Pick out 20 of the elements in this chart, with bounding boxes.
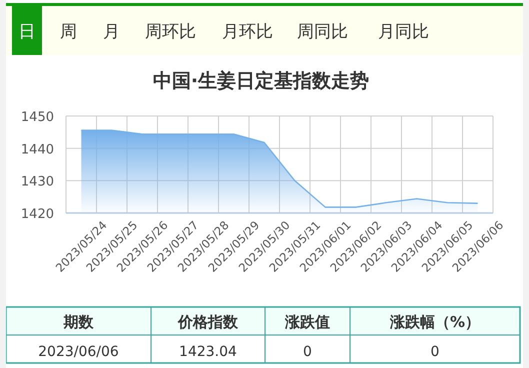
text: 1423.04 [179,344,238,360]
text: 0 [430,344,440,360]
y-tick-label: 1430 [20,174,54,190]
text: 涨跌幅（%） [388,313,480,331]
text: 周 [60,22,77,42]
text: 涨跌值 [284,313,330,331]
text: 期数 [62,313,94,331]
chart-title: 中国·生姜日定基指数走势 [152,70,370,92]
text: 周环比 [145,22,196,42]
y-tick-label: 1440 [20,142,54,158]
y-tick-label: 1450 [20,110,54,125]
text: 月同比 [378,22,429,42]
text: 月环比 [222,22,273,42]
text: 周同比 [297,22,348,42]
y-tick-label: 1420 [20,207,54,222]
text: 2023/06/06 [38,344,119,360]
text: 0 [303,344,312,360]
text: 日 [18,22,36,42]
text: 月 [103,22,120,42]
text: 价格指数 [177,313,239,331]
